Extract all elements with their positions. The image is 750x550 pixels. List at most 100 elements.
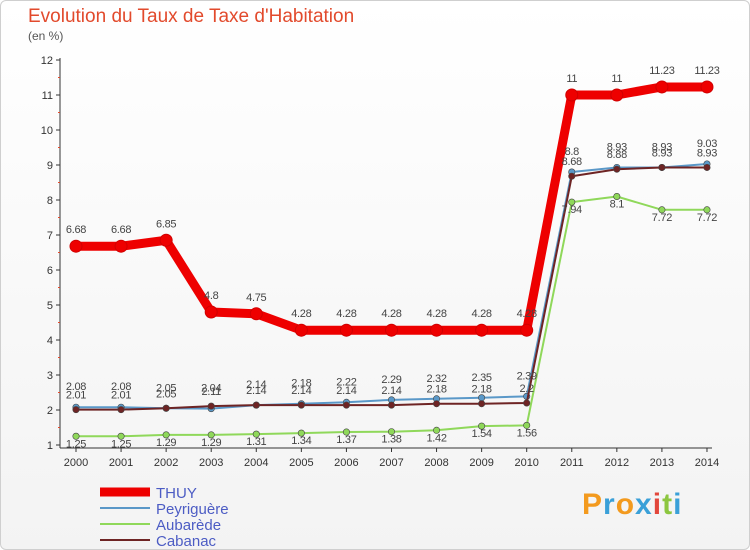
data-point-thuy <box>159 233 173 247</box>
data-label-peyriguere: 9.03 <box>697 138 717 150</box>
y-tick-label: 4 <box>47 335 53 347</box>
y-tick-label: 8 <box>47 195 53 207</box>
data-point-cabanac <box>433 400 441 408</box>
data-point-aubarede <box>162 431 170 439</box>
data-point-thuy <box>610 88 624 102</box>
x-tick-label: 2004 <box>244 457 268 469</box>
y-tick-label: 7 <box>47 230 53 242</box>
y-tick-label: 11 <box>42 90 53 102</box>
data-point-thuy <box>339 323 353 337</box>
legend-label-cabanac: Cabanac <box>156 533 217 550</box>
data-point-aubarede <box>72 432 80 440</box>
data-point-aubarede <box>658 206 666 214</box>
x-tick-label: 2003 <box>199 457 223 469</box>
data-point-cabanac <box>658 163 666 171</box>
data-point-thuy <box>565 88 579 102</box>
x-tick-label: 2014 <box>695 457 719 469</box>
data-label-peyriguere: 2.04 <box>201 383 221 395</box>
data-label-thuy: 11 <box>611 73 622 85</box>
legend-label-thuy: THUY <box>156 485 197 502</box>
y-tick-label: 6 <box>47 265 53 277</box>
data-point-aubarede <box>117 432 125 440</box>
data-label-cabanac: 2.2 <box>519 383 534 395</box>
logo-letter: o <box>615 488 636 521</box>
data-labels: 1.25 1.25 1.29 1.29 1.31 1.34 1.37 1.38 1.42 1.54… <box>66 65 720 450</box>
data-point-thuy <box>700 80 714 94</box>
data-point-cabanac <box>613 165 621 173</box>
y-tick-label: 3 <box>47 370 53 382</box>
data-point-aubarede <box>568 198 576 206</box>
data-point-thuy <box>475 323 489 337</box>
data-label-cabanac: 8.68 <box>562 156 582 168</box>
data-label-aubarede: 7.72 <box>697 212 717 224</box>
data-point-thuy <box>655 80 669 94</box>
x-tick-label: 2008 <box>424 457 448 469</box>
data-label-aubarede: 1.54 <box>472 428 492 440</box>
y-tick-label: 12 <box>41 55 53 67</box>
data-label-thuy: 4.8 <box>204 290 219 302</box>
data-point-cabanac <box>297 401 305 409</box>
data-label-thuy: 11 <box>566 73 577 85</box>
logo-letter: i <box>673 488 683 521</box>
data-point-cabanac <box>387 401 395 409</box>
data-point-aubarede <box>433 426 441 434</box>
data-label-aubarede: 1.56 <box>517 427 537 439</box>
data-label-peyriguere: 8.93 <box>607 141 627 153</box>
legend-label-aubarede: Aubarède <box>156 517 221 534</box>
data-label-cabanac: 2.14 <box>381 385 401 397</box>
data-label-aubarede: 1.31 <box>246 436 266 448</box>
data-label-peyriguere: 2.39 <box>517 370 537 382</box>
data-point-cabanac <box>72 406 80 414</box>
data-label-thuy: 4.28 <box>381 308 401 320</box>
data-point-thuy <box>520 323 534 337</box>
data-label-aubarede: 1.37 <box>336 434 356 446</box>
data-label-thuy: 11.23 <box>649 65 674 77</box>
chart-subtitle: (en %) <box>28 29 64 43</box>
x-tick-label: 2001 <box>109 457 133 469</box>
data-label-aubarede: 1.42 <box>426 432 446 444</box>
y-tick-label: 5 <box>47 300 53 312</box>
data-label-thuy: 4.28 <box>336 308 356 320</box>
data-label-thuy: 4.28 <box>472 308 492 320</box>
data-label-aubarede: 1.29 <box>201 437 221 449</box>
data-label-peyriguere: 2.18 <box>291 378 311 390</box>
data-point-cabanac <box>162 404 170 412</box>
x-tick-label: 2011 <box>560 457 584 469</box>
data-label-thuy: 11.23 <box>694 65 719 77</box>
data-label-thuy: 4.75 <box>246 292 266 304</box>
data-label-aubarede: 1.34 <box>291 435 311 447</box>
data-label-aubarede: 7.94 <box>562 204 582 216</box>
data-label-peyriguere: 2.14 <box>246 379 266 391</box>
data-point-cabanac <box>252 401 260 409</box>
data-label-cabanac: 8.93 <box>697 147 717 159</box>
data-label-cabanac: 2.01 <box>66 390 86 402</box>
data-label-cabanac: 2.01 <box>111 390 131 402</box>
data-label-cabanac: 2.14 <box>336 385 356 397</box>
x-tick-label: 2002 <box>154 457 178 469</box>
logo-letter: r <box>603 488 616 521</box>
data-label-cabanac: 2.14 <box>291 385 311 397</box>
x-tick-label: 2005 <box>289 457 313 469</box>
y-tick-label: 9 <box>47 160 53 172</box>
data-point-aubarede <box>207 431 215 439</box>
x-tick-label: 2012 <box>605 457 629 469</box>
data-label-peyriguere: 8.93 <box>652 141 672 153</box>
data-point-cabanac <box>478 400 486 408</box>
x-tick-label: 2009 <box>469 457 493 469</box>
x-tick-label: 2006 <box>334 457 358 469</box>
data-point-aubarede <box>703 206 711 214</box>
data-label-cabanac: 2.18 <box>426 384 446 396</box>
data-point-aubarede <box>342 428 350 436</box>
data-label-cabanac: 2.18 <box>472 384 492 396</box>
data-point-aubarede <box>387 428 395 436</box>
data-point-cabanac <box>523 399 531 407</box>
data-label-thuy: 4.28 <box>291 308 311 320</box>
data-point-thuy <box>204 305 218 319</box>
data-label-peyriguere: 2.08 <box>66 381 86 393</box>
data-point-thuy <box>294 323 308 337</box>
data-label-cabanac: 2.11 <box>202 386 222 398</box>
data-point-cabanac <box>117 406 125 414</box>
data-label-aubarede: 1.25 <box>111 438 131 450</box>
